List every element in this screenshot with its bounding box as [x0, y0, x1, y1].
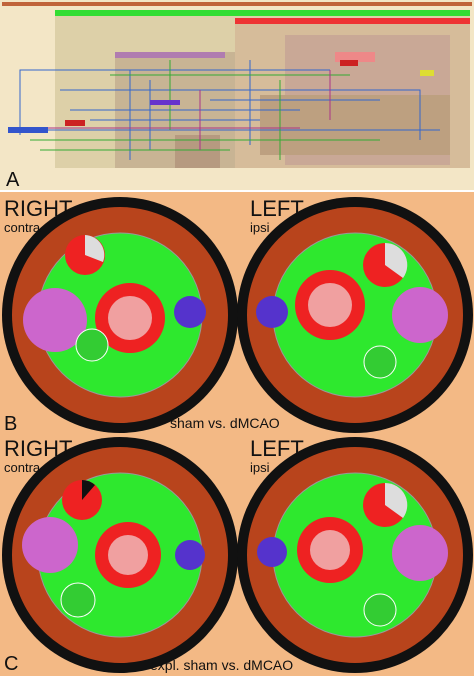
panel-c: RIGHT contra LEFT ipsi expl. sham vs. dM…	[0, 434, 474, 676]
panel-label: C	[4, 653, 18, 675]
node	[150, 100, 180, 105]
bar	[235, 18, 470, 24]
box	[335, 52, 375, 62]
node	[8, 127, 48, 133]
side-subtitle: ipsi	[250, 220, 270, 235]
side-title: RIGHT	[4, 436, 72, 461]
side-title: LEFT	[250, 196, 304, 221]
regions	[22, 480, 448, 627]
node	[340, 60, 358, 66]
bar	[55, 10, 470, 16]
node	[420, 70, 434, 76]
footer-bg	[0, 168, 474, 190]
title-bar	[2, 2, 472, 6]
panel-a: A	[0, 0, 474, 191]
caption: sham vs. dMCAO	[170, 415, 280, 431]
side-subtitle: ipsi	[250, 460, 270, 475]
side-subtitle: contra	[4, 220, 41, 235]
box	[260, 95, 450, 155]
side-title: RIGHT	[4, 196, 72, 221]
caption: expl. sham vs. dMCAO	[150, 657, 293, 673]
regions	[23, 235, 448, 379]
connections	[10, 60, 440, 160]
panel-label: A	[6, 169, 20, 191]
panel-b: RIGHT contra LEFT ipsi sham vs. dMCAO B	[0, 192, 474, 435]
side-subtitle: contra	[4, 460, 41, 475]
side-title: LEFT	[250, 436, 304, 461]
panel-label: B	[4, 413, 17, 435]
node	[65, 120, 85, 126]
bar	[115, 52, 225, 58]
